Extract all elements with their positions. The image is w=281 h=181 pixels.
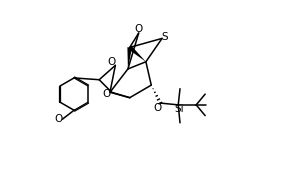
Text: Si: Si (174, 104, 184, 114)
Text: O: O (153, 103, 162, 113)
Polygon shape (128, 46, 146, 62)
Polygon shape (127, 47, 132, 69)
Text: O: O (135, 24, 143, 33)
Text: O: O (102, 89, 110, 99)
Text: S: S (162, 32, 168, 42)
Text: O: O (55, 114, 63, 124)
Text: O: O (108, 57, 116, 67)
